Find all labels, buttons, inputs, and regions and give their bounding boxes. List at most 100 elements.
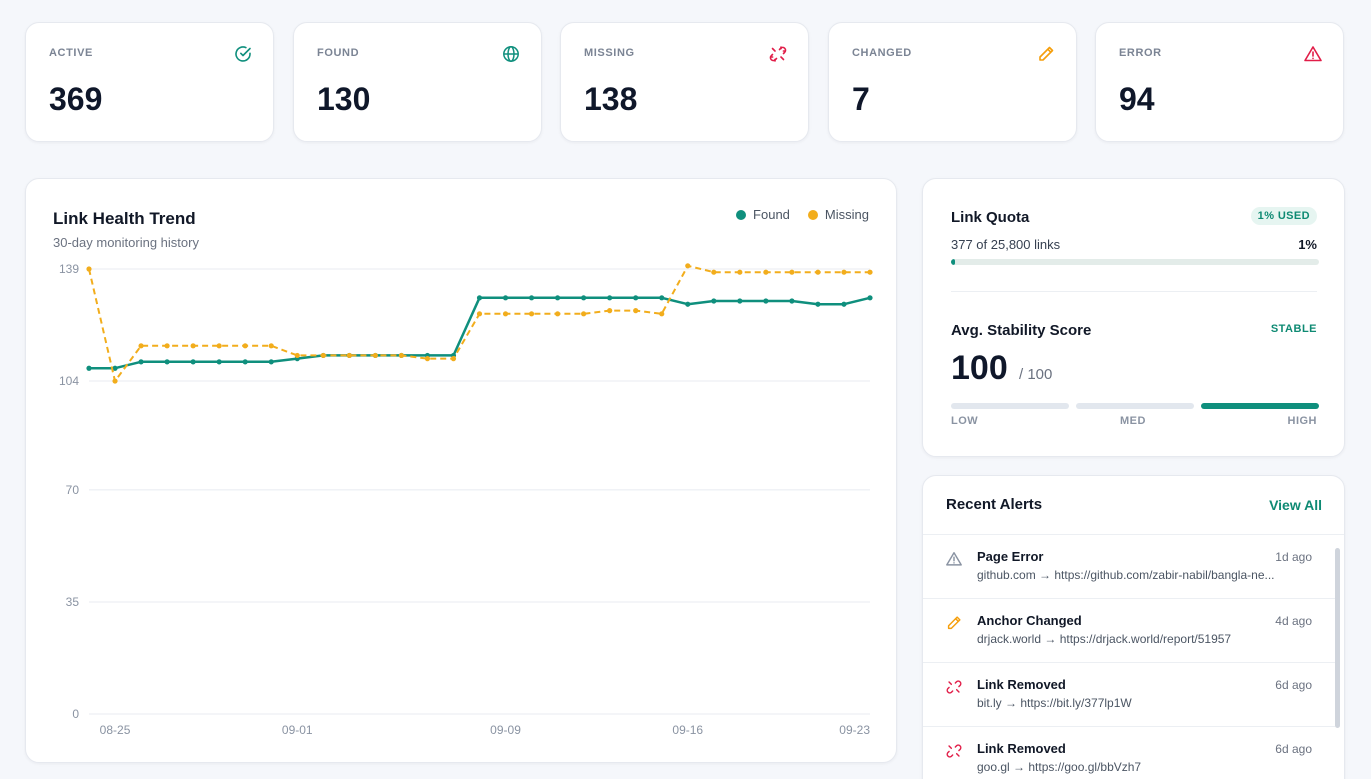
stat-value: 94: [1119, 81, 1155, 117]
series-line-found: [89, 296, 871, 370]
data-point-missing: [346, 352, 352, 359]
data-point-found: [737, 298, 743, 304]
data-point-missing: [450, 356, 457, 362]
data-point-found: [633, 295, 639, 301]
alerts-list: Page Error 1d ago github.com → https://g…: [923, 535, 1335, 779]
data-point-found: [867, 295, 873, 301]
data-point-missing: [763, 269, 769, 275]
legend-dot: [736, 209, 747, 220]
stat-card-changed: CHANGED 7: [828, 22, 1077, 142]
x-tick-label: 09-16: [672, 723, 703, 737]
stat-card-missing: MISSING 138: [560, 22, 809, 142]
quota-progress-fill: [951, 259, 955, 265]
legend-label: Missing: [824, 207, 869, 222]
legend-item-missing[interactable]: Missing: [807, 207, 869, 222]
stat-label: MISSING: [584, 47, 635, 59]
data-point-found: [659, 295, 665, 301]
x-tick-label: 09-09: [490, 723, 521, 737]
stat-value: 369: [49, 81, 103, 117]
data-point-missing: [659, 311, 665, 317]
broken-link-icon: [946, 744, 962, 758]
y-tick-label: 35: [66, 595, 80, 609]
stat-label: CHANGED: [852, 47, 912, 59]
data-point-missing: [711, 269, 717, 275]
alert-description: bit.ly → https://bit.ly/377lp1W: [977, 696, 1132, 710]
data-point-missing: [555, 311, 561, 317]
alert-title: Link Removed: [977, 677, 1066, 692]
x-tick-label: 09-23: [839, 723, 870, 737]
data-point-missing: [372, 352, 378, 359]
alert-item[interactable]: Link Removed 6d ago bit.ly → https://bit…: [923, 663, 1335, 727]
quota-progress-bar: [951, 259, 1319, 265]
data-point-missing: [789, 269, 795, 275]
chart-title: Link Health Trend: [53, 209, 196, 228]
link-health-trend-card: 0 35 70 104 139 08-25 09-01 09-09 09-16 09-23 Lin…: [25, 178, 897, 763]
data-point-missing: [581, 311, 587, 317]
data-point-missing: [320, 352, 326, 359]
series-line-missing: [88, 264, 870, 383]
alert-time: 1d ago: [1275, 550, 1312, 564]
data-point-missing: [528, 311, 535, 317]
data-point-missing: [294, 352, 300, 359]
data-point-found: [476, 295, 483, 301]
data-point-missing: [737, 269, 743, 275]
data-point-missing: [502, 311, 509, 317]
alerts-scrollbar[interactable]: [1335, 548, 1340, 728]
data-point-found: [711, 298, 717, 304]
globe-icon: [503, 46, 519, 62]
data-point-missing: [424, 356, 431, 362]
legend-label: Found: [753, 207, 790, 222]
legend-item-found[interactable]: Found: [736, 207, 790, 222]
data-point-missing: [164, 343, 170, 349]
data-point-missing: [841, 269, 847, 275]
data-point-found: [138, 359, 144, 365]
stability-label-low: LOW: [951, 415, 979, 427]
stat-label: ERROR: [1119, 47, 1162, 59]
check-circle-icon: [235, 46, 251, 62]
stability-title: Avg. Stability Score: [951, 322, 1092, 339]
x-tick-label: 09-01: [282, 723, 313, 737]
legend-dot: [807, 209, 818, 220]
alert-item[interactable]: Page Error 1d ago github.com → https://g…: [923, 535, 1335, 599]
stability-badge: STABLE: [1270, 323, 1317, 335]
data-point-missing: [607, 308, 613, 314]
data-point-found: [164, 359, 170, 365]
trend-chart: 0 35 70 104 139 08-25 09-01 09-09 09-16 09-23: [59, 262, 873, 737]
quota-count: 377 of 25,800 links: [951, 237, 1061, 252]
divider: [951, 291, 1317, 292]
alert-description: github.com → https://github.com/zabir-na…: [977, 568, 1275, 582]
alert-time: 6d ago: [1275, 678, 1312, 692]
alert-item[interactable]: Anchor Changed 4d ago drjack.world → htt…: [923, 599, 1335, 663]
quota-card: Link Quota 1% USED 377 of 25,800 links 1…: [922, 178, 1345, 457]
quota-title: Link Quota: [951, 209, 1030, 226]
broken-link-icon: [769, 46, 787, 62]
quota-badge: 1% USED: [1250, 207, 1317, 225]
data-point-missing: [633, 308, 639, 314]
alerts-title: Recent Alerts: [946, 496, 1043, 513]
pencil-icon: [1039, 46, 1054, 61]
warning-triangle-icon: [946, 551, 962, 566]
y-tick-label: 0: [72, 707, 79, 721]
data-point-found: [502, 295, 509, 301]
alert-title: Anchor Changed: [977, 613, 1082, 628]
stability-label-med: MED: [1120, 415, 1146, 427]
chart-subtitle: 30-day monitoring history: [53, 235, 199, 250]
recent-alerts-card: Recent Alerts View All Page Error 1d ago…: [922, 475, 1345, 779]
stability-out-of: / 100: [1019, 366, 1053, 383]
data-point-found: [555, 295, 561, 301]
data-point-missing: [112, 378, 118, 384]
stability-segment-med: [1076, 403, 1194, 409]
alert-title: Link Removed: [977, 741, 1066, 756]
alert-item[interactable]: Link Removed 6d ago goo.gl → https://goo…: [923, 727, 1335, 779]
alert-time: 6d ago: [1275, 742, 1312, 756]
alert-description: drjack.world → https://drjack.world/repo…: [977, 632, 1232, 646]
stat-card-error: ERROR 94: [1095, 22, 1344, 142]
view-all-link[interactable]: View All: [1269, 497, 1322, 513]
data-point-found: [242, 359, 248, 365]
stat-value: 130: [317, 81, 371, 117]
alert-time: 4d ago: [1275, 614, 1312, 628]
data-point-missing: [268, 343, 274, 349]
data-point-found: [216, 359, 222, 365]
chart-legend: Found Missing: [736, 207, 869, 222]
data-point-found: [86, 365, 92, 371]
